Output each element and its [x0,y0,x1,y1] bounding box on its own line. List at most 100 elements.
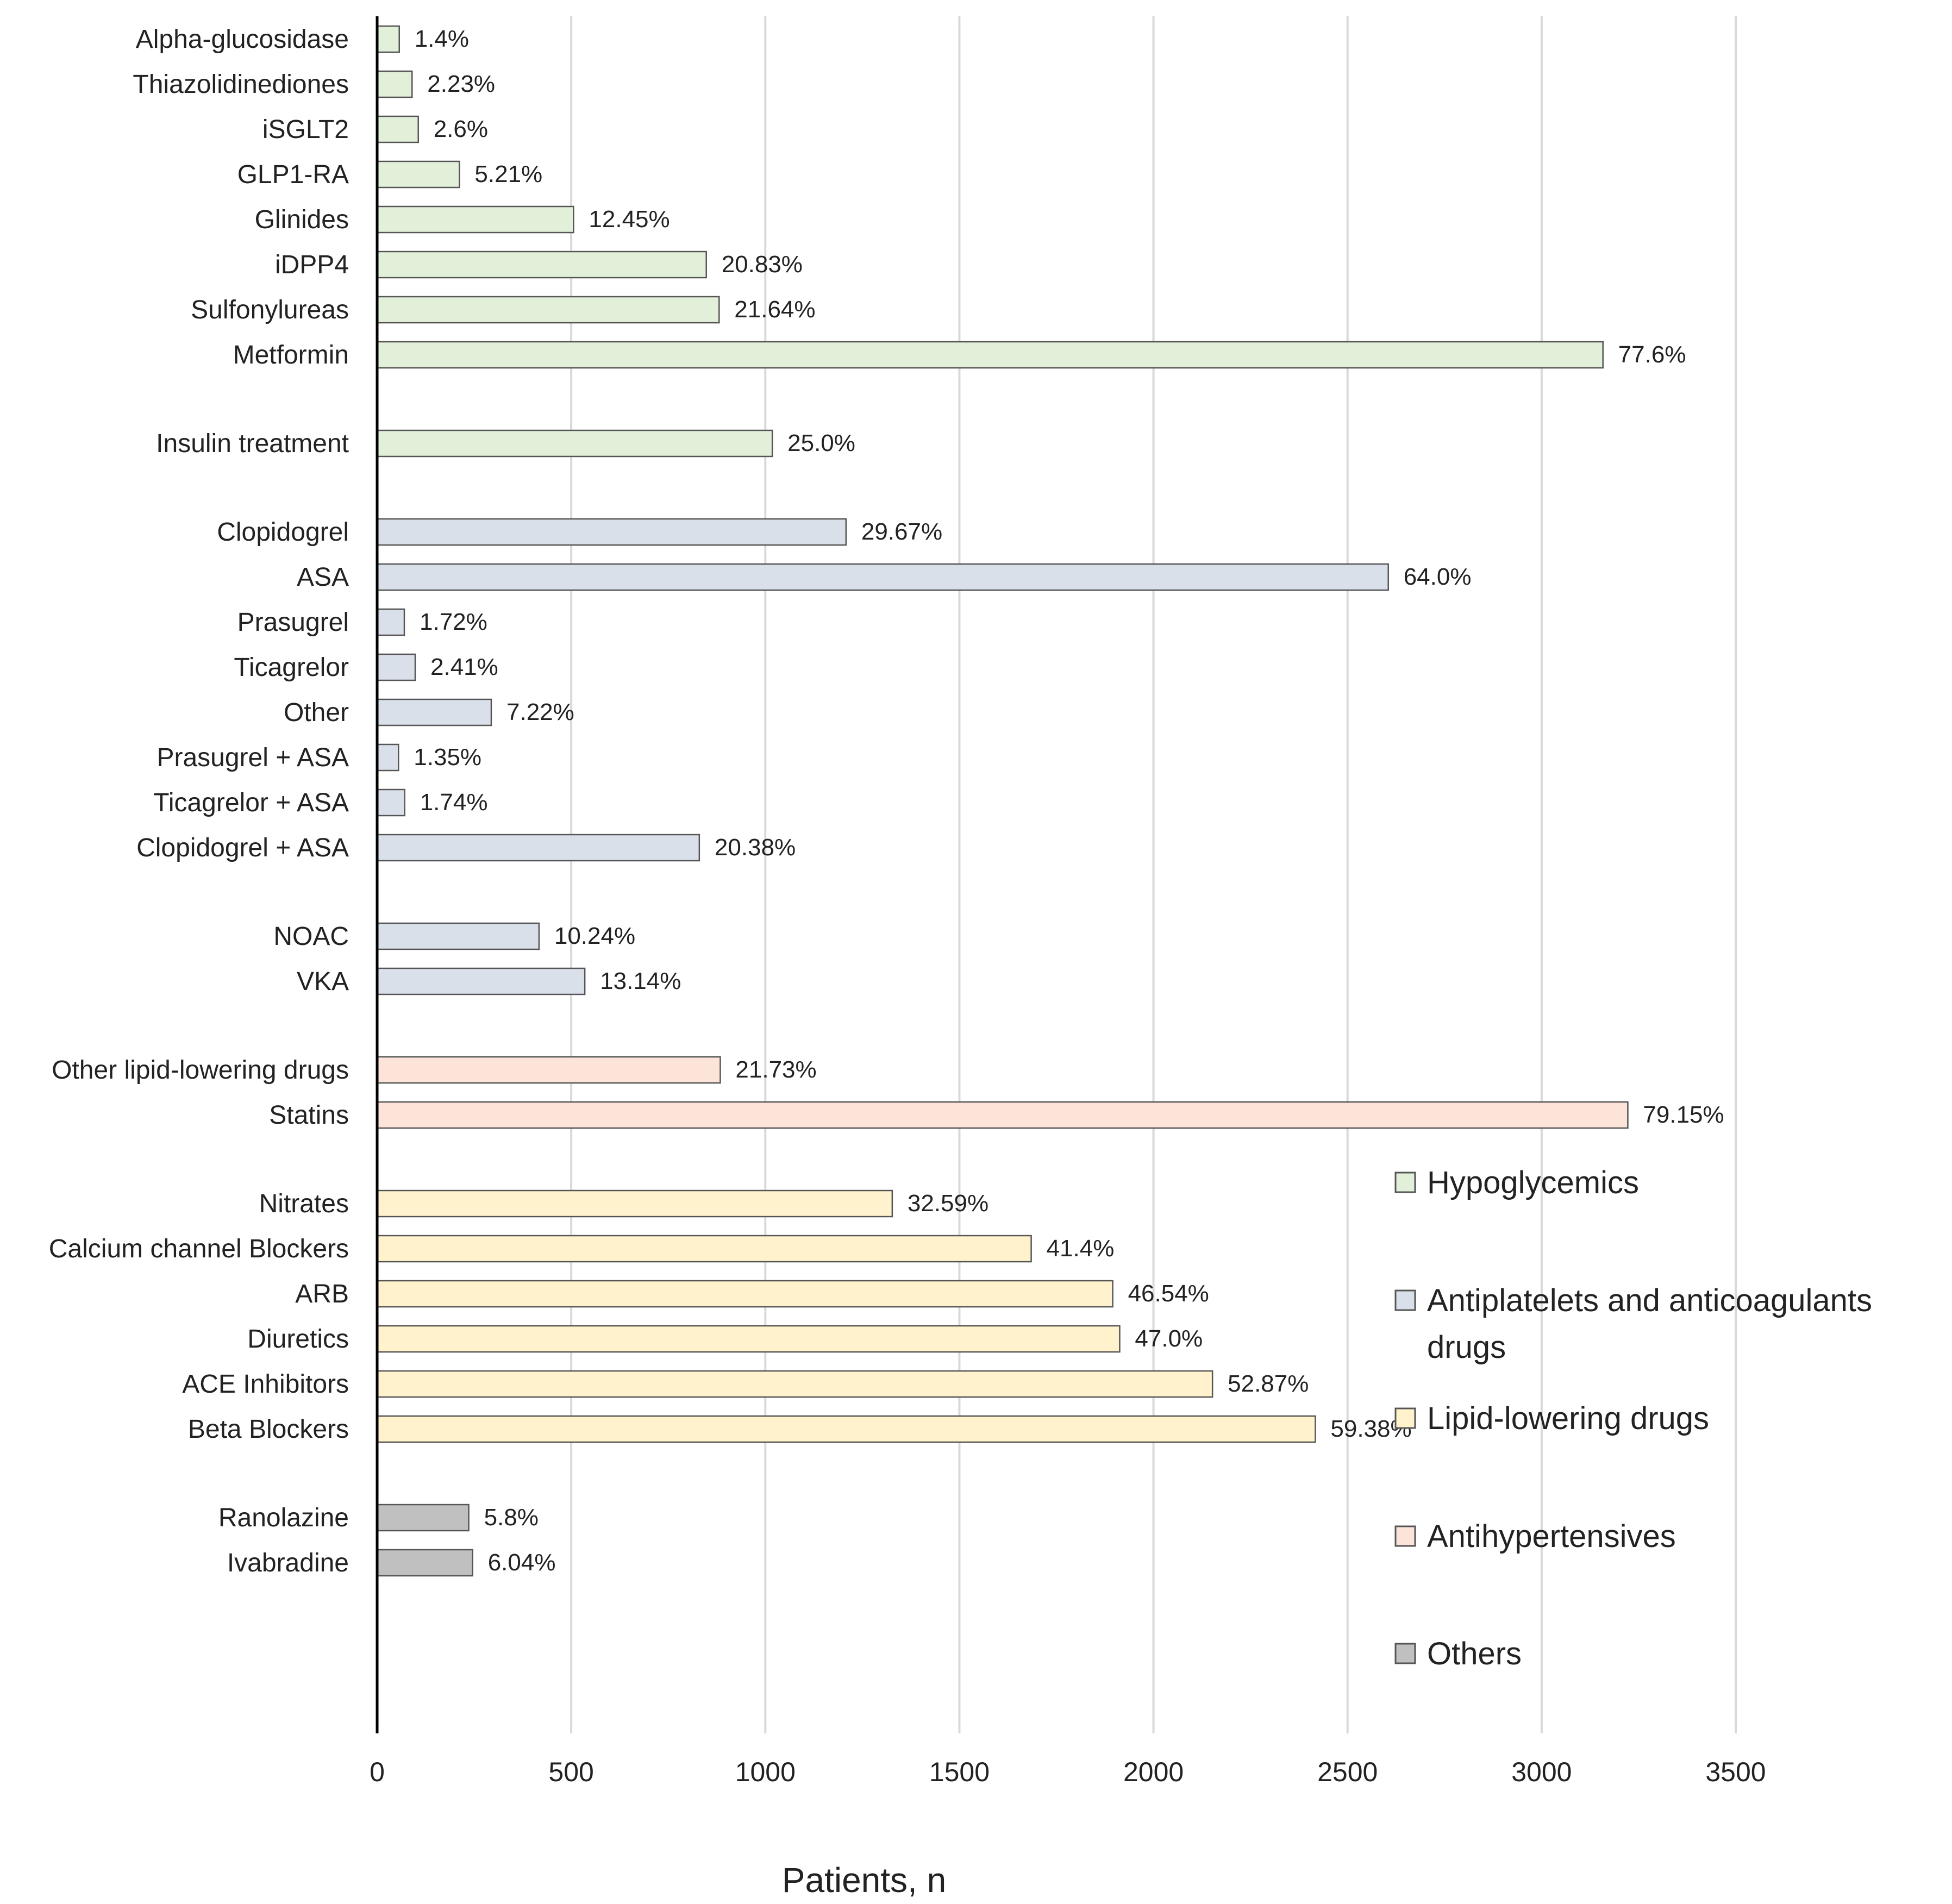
bar-statins [376,1101,1629,1129]
x-tick-label: 0 [370,1757,385,1787]
category-label: Beta Blockers [188,1415,349,1444]
category-label: Glinides [255,205,349,234]
legend-label: Hypoglycemics [1427,1165,1639,1200]
legend-label: Lipid-lowering drugs [1427,1401,1709,1436]
value-label: 64.0% [1404,563,1472,590]
x-tick-label: 500 [548,1757,593,1787]
bar-sulfonylureas [376,296,720,324]
category-label: Thiazolidinediones [133,70,349,99]
value-label: 6.04% [488,1549,556,1576]
category-label: iSGLT2 [262,115,349,144]
category-label: VKA [297,967,349,996]
bar-ranolazine [376,1504,470,1532]
category-label: Prasugrel + ASA [157,743,349,772]
bar-metformin [376,341,1604,369]
value-label: 13.14% [600,968,681,994]
legend-swatch-4 [1394,1643,1416,1664]
bars [376,25,1629,1577]
legend-swatch-0 [1394,1172,1416,1193]
category-label: Clopidogrel + ASA [136,834,349,862]
value-label: 29.67% [861,518,942,545]
category-label: Other [284,698,349,727]
x-axis-title: Patients, n [782,1861,946,1900]
bar-other-lipid-lowering-drugs [376,1056,721,1084]
value-label: 79.15% [1643,1101,1724,1128]
x-tick-label: 3500 [1705,1757,1766,1787]
value-label: 52.87% [1228,1370,1309,1397]
bar-insulin-treatment [376,429,773,458]
x-tick-label: 1500 [929,1757,990,1787]
bar-diuretics [376,1325,1121,1353]
value-label: 1.74% [420,789,488,816]
legend-label: Others [1427,1636,1522,1671]
value-label: 20.38% [715,834,796,861]
bar-ace-inhibitors [376,1370,1213,1398]
bar-glp1-ra [376,160,460,189]
category-label: Other lipid-lowering drugs [52,1056,349,1085]
legend-swatch-1 [1394,1289,1416,1311]
category-label: Nitrates [259,1189,349,1218]
category-label: Metformin [233,341,349,369]
value-label: 10.24% [554,923,635,949]
bar-calcium-channel-blockers [376,1235,1032,1263]
value-label: 2.41% [430,654,498,680]
x-tick-label: 2000 [1123,1757,1184,1787]
category-label: ASA [297,563,349,592]
category-label: Diuretics [247,1325,349,1354]
value-label: 2.6% [434,116,488,142]
category-label: NOAC [273,922,349,951]
category-label: Clopidogrel [217,518,349,547]
bar-ivabradine [376,1549,473,1577]
value-label: 5.21% [474,161,542,187]
bar-glinides [376,205,574,234]
bar-clopidogrel-asa [376,834,700,862]
value-label: 21.64% [734,296,815,323]
value-label: 12.45% [589,206,670,233]
x-tick-label: 3000 [1511,1757,1572,1787]
value-label: 1.72% [420,609,487,635]
bar-beta-blockers [376,1415,1316,1443]
category-label: ACE Inhibitors [182,1370,349,1399]
value-label: 47.0% [1135,1325,1203,1352]
bar-arb [376,1280,1113,1308]
value-label: 41.4% [1047,1235,1115,1262]
bar-clopidogrel [376,518,847,546]
legend-label: Antiplatelets and anticoagulants drugs [1427,1283,1872,1365]
bar-thiazolidinediones [376,70,413,98]
value-label: 7.22% [506,699,574,725]
value-labels: 1.4% 2.23% 2.6% 5.21% 12.45% 20.83% 21.64% 77.6… [414,26,1724,1576]
category-label: Ticagrelor + ASA [153,788,349,817]
category-label: Ticagrelor [234,653,349,682]
category-label: GLP1-RA [237,160,349,189]
gridlines [570,16,1737,1733]
value-label: 77.6% [1618,341,1686,368]
bar-prasugrel [376,608,405,636]
category-label: ARB [295,1280,349,1308]
bar-nitrates [376,1189,893,1218]
x-tick-label: 1000 [735,1757,796,1787]
category-label: Calcium channel Blockers [49,1235,349,1263]
bar-prasugrel-asa [376,743,399,772]
value-label: 1.35% [414,744,481,771]
bar-alpha-glucosidase [376,25,400,53]
category-label: Statins [269,1101,349,1130]
bar-ticagrelor-asa [376,788,405,817]
category-label: Prasugrel [237,608,349,637]
bar-other [376,698,492,726]
bar-ticagrelor [376,653,416,681]
category-labels: Alpha-glucosidase Thiazolidinediones iSGLT… [49,25,349,1577]
bar-asa [376,563,1389,591]
value-label: 25.0% [787,430,855,456]
category-label: Sulfonylureas [191,296,349,324]
legend: Hypoglycemics Antiplatelets and anticoagu… [1394,1165,1872,1671]
x-axis-ticks: 0 500 1000 1500 2000 2500 3000 3500 [370,1757,1766,1787]
category-label: Alpha-glucosidase [136,25,349,54]
x-tick-label: 2500 [1317,1757,1378,1787]
category-label: iDPP4 [275,250,349,279]
category-label: Ivabradine [227,1549,349,1577]
bar-noac [376,922,540,950]
category-label: Ranolazine [218,1504,349,1532]
value-label: 21.73% [735,1056,816,1083]
bar-vka [376,967,586,995]
